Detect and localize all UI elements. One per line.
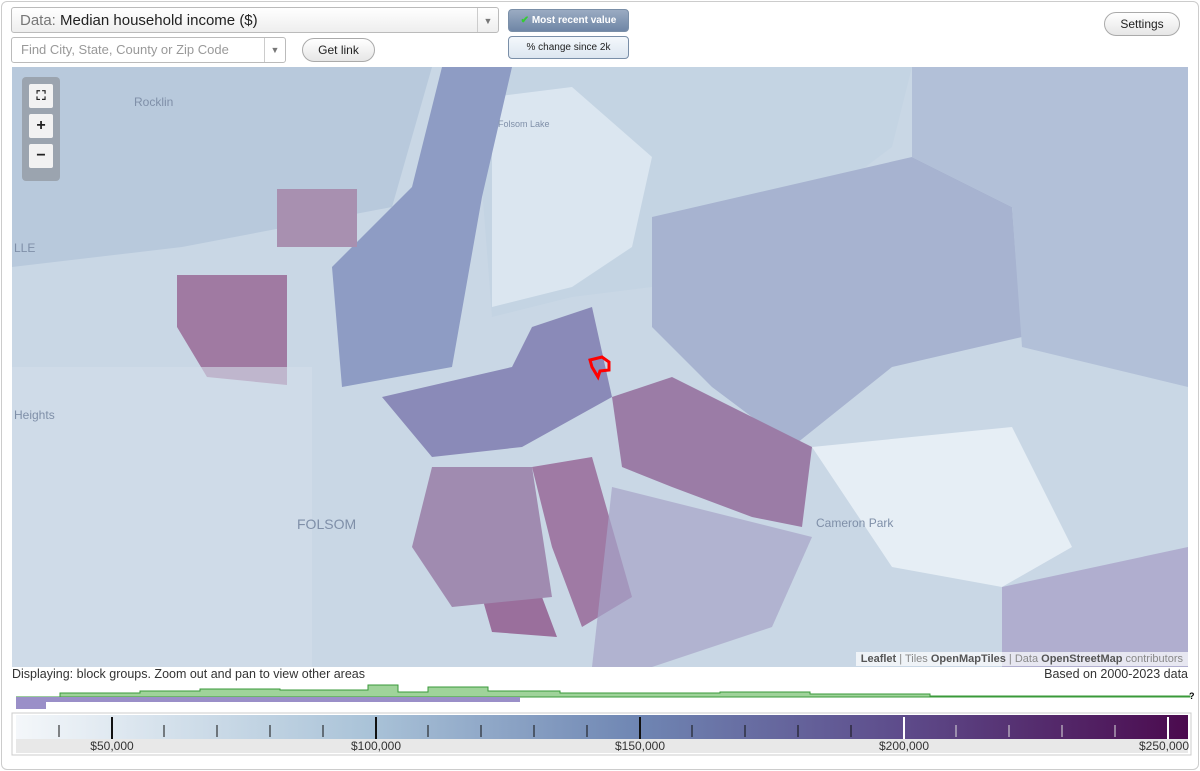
settings-button[interactable]: Settings	[1104, 12, 1180, 36]
legend-label: $200,000	[879, 739, 929, 753]
region	[652, 157, 1022, 447]
region	[612, 377, 812, 527]
region	[12, 367, 312, 667]
pct-change-toggle[interactable]: % change since 2k	[508, 36, 629, 59]
histogram-selection	[16, 697, 520, 709]
attr-tiles-label: Tiles	[904, 653, 928, 665]
data-select-value: Median household income ($)	[60, 12, 258, 29]
fullscreen-button[interactable]: ⛶	[29, 84, 53, 108]
region	[1002, 547, 1188, 667]
water	[492, 87, 652, 307]
region	[277, 189, 357, 247]
unknown-marker: ?	[1189, 691, 1195, 701]
label-strip	[16, 739, 1188, 753]
region	[332, 67, 512, 387]
histogram-distribution	[16, 684, 1191, 698]
legend-label: $150,000	[615, 739, 665, 753]
region	[382, 307, 612, 457]
region	[482, 597, 557, 637]
place-label: Rocklin	[134, 95, 173, 109]
region	[592, 487, 812, 667]
legend: ? $50,000 $100,000 $150,000 $200,000 $25…	[11, 684, 1195, 756]
dropdown-arrow: ▼	[264, 38, 285, 62]
legend-label: $100,000	[351, 739, 401, 753]
most-recent-label: Most recent value	[531, 15, 617, 26]
attr-tiles[interactable]: OpenMapTiles	[930, 653, 1006, 665]
region	[912, 67, 1188, 387]
search-box[interactable]: Find City, State, County or Zip Code ▼	[11, 37, 286, 63]
zoom-out-button[interactable]: −	[29, 144, 53, 168]
legend-label: $250,000	[1139, 739, 1189, 753]
most-recent-toggle[interactable]: ✔ Most recent value	[508, 9, 629, 32]
selected-area[interactable]	[588, 355, 611, 381]
data-range: Based on 2000-2023 data	[1044, 667, 1188, 681]
attr-leaflet[interactable]: Leaflet	[860, 653, 897, 665]
place-label: FOLSOM	[297, 516, 356, 532]
map-attribution: Leaflet | Tiles OpenMapTiles | Data Open…	[855, 652, 1188, 666]
attr-data-label: Data	[1014, 653, 1039, 665]
data-select[interactable]: Data: Median household income ($) ▼	[11, 7, 499, 33]
display-status: Displaying: block groups. Zoom out and p…	[12, 667, 365, 681]
attr-contributors: contributors	[1125, 653, 1183, 665]
check-icon: ✔	[520, 15, 530, 26]
legend-label: $50,000	[90, 739, 134, 753]
get-link-button[interactable]: Get link	[302, 38, 375, 62]
attr-data[interactable]: OpenStreetMap	[1041, 653, 1123, 665]
zoom-in-button[interactable]: +	[29, 114, 53, 138]
place-label: Heights	[14, 408, 55, 422]
region	[812, 427, 1072, 587]
place-label: Folsom Lake	[498, 119, 550, 129]
zoom-control: ⛶ + −	[22, 77, 60, 181]
search-placeholder: Find City, State, County or Zip Code	[21, 42, 229, 57]
dropdown-arrow: ▼	[477, 8, 498, 32]
map[interactable]: Rocklin Folsom Lake LLE Heights FOLSOM C…	[12, 67, 1188, 667]
color-scale	[16, 715, 1188, 739]
place-label: Cameron Park	[816, 516, 894, 530]
data-select-label: Data:	[20, 12, 56, 29]
place-label: LLE	[14, 241, 35, 255]
region	[412, 467, 552, 607]
region	[177, 275, 287, 385]
